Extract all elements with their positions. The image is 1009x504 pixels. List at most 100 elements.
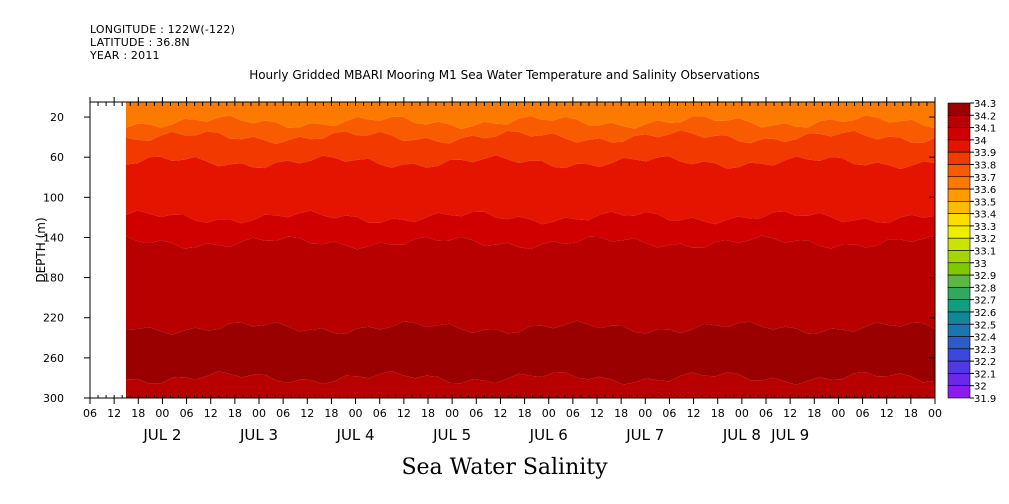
- colorbar-swatch: [947, 114, 971, 128]
- y-tick-label: 260: [43, 352, 64, 365]
- colorbar-swatch: [947, 250, 971, 264]
- x-tick-label: 00: [252, 407, 266, 420]
- x-tick-label: 18: [421, 407, 435, 420]
- x-tick-label: 12: [300, 407, 314, 420]
- colorbar: 34.334.234.13433.933.833.733.633.533.433…: [947, 99, 996, 405]
- colorbar-swatch: [947, 287, 971, 300]
- colorbar-swatch: [947, 274, 971, 288]
- x-tick-label: 18: [807, 407, 821, 420]
- colorbar-swatch: [947, 311, 971, 325]
- salinity-band: [126, 235, 935, 335]
- x-tick-label: 00: [542, 407, 556, 420]
- colorbar-label: 34.2: [974, 111, 996, 122]
- colorbar-swatch: [947, 213, 971, 227]
- colorbar-label: 34: [974, 136, 987, 147]
- x-tick-label: 12: [107, 407, 121, 420]
- salinity-band: [126, 102, 935, 129]
- y-tick-label: 60: [50, 151, 64, 164]
- colorbar-label: 34.1: [974, 124, 996, 135]
- y-tick-label: 20: [50, 111, 64, 124]
- x-tick-label: 18: [131, 407, 145, 420]
- colorbar-swatch: [947, 299, 971, 313]
- salinity-band: [126, 210, 935, 250]
- salinity-band: [126, 115, 935, 145]
- x-tick-label: 06: [759, 407, 773, 420]
- colorbar-swatch: [947, 323, 971, 337]
- colorbar-label: 33.4: [974, 210, 996, 221]
- x-tick-label: 12: [687, 407, 701, 420]
- colorbar-swatch: [947, 385, 971, 399]
- plot-area: [90, 102, 935, 398]
- x-tick-label: 06: [83, 407, 97, 420]
- x-tick-label: 06: [469, 407, 483, 420]
- x-tick-label: 12: [397, 407, 411, 420]
- colorbar-label: 32: [974, 382, 987, 393]
- x-tick-label: 12: [204, 407, 218, 420]
- colorbar-swatch: [947, 336, 971, 350]
- x-tick-label: 06: [373, 407, 387, 420]
- x-tick-label: 12: [880, 407, 894, 420]
- colorbar-swatch: [947, 237, 971, 251]
- colorbar-label: 33.5: [974, 197, 996, 208]
- colorbar-label: 33.1: [974, 247, 996, 258]
- x-tick-label: 12: [590, 407, 604, 420]
- y-axis-label: DEPTH (m): [34, 217, 48, 282]
- x-tick-label: 12: [493, 407, 507, 420]
- latitude-label: LATITUDE : 36.8N: [90, 36, 190, 49]
- x-tick-label: 18: [711, 407, 725, 420]
- x-day-label: JUL 2: [142, 426, 181, 444]
- colorbar-label: 32.1: [974, 369, 996, 380]
- colorbar-label: 32.3: [974, 345, 996, 356]
- y-tick-label: 300: [43, 392, 64, 405]
- x-tick-label: 12: [783, 407, 797, 420]
- colorbar-swatch: [947, 188, 971, 202]
- x-tick-label: 06: [662, 407, 676, 420]
- x-tick-label: 06: [856, 407, 870, 420]
- x-tick-label: 18: [614, 407, 628, 420]
- colorbar-label: 31.9: [974, 394, 996, 405]
- x-tick-label: 06: [566, 407, 580, 420]
- x-tick-label: 06: [276, 407, 290, 420]
- x-day-label: JUL 5: [432, 426, 471, 444]
- colorbar-swatch: [947, 262, 971, 276]
- colorbar-label: 32.8: [974, 283, 996, 294]
- x-tick-label: 00: [735, 407, 749, 420]
- y-tick-label: 220: [43, 312, 64, 325]
- y-tick-label: 140: [43, 231, 64, 244]
- x-tick-label: 00: [155, 407, 169, 420]
- x-tick-label: 00: [638, 407, 652, 420]
- colorbar-swatch: [947, 348, 971, 362]
- colorbar-swatch: [947, 102, 971, 116]
- x-tick-label: 06: [180, 407, 194, 420]
- salinity-band: [126, 130, 935, 170]
- x-day-label: JUL 4: [336, 426, 375, 444]
- x-day-label: JUL 9: [770, 426, 809, 444]
- salinity-band: [126, 371, 935, 398]
- colorbar-label: 32.7: [974, 296, 996, 307]
- x-day-label: JUL 8: [722, 426, 761, 444]
- colorbar-swatch: [947, 139, 971, 153]
- colorbar-label: 32.5: [974, 320, 996, 331]
- y-tick-label: 180: [43, 272, 64, 285]
- x-tick-label: 00: [831, 407, 845, 420]
- colorbar-label: 33: [974, 259, 987, 270]
- x-tick-label: 18: [904, 407, 918, 420]
- colorbar-swatch: [947, 373, 971, 387]
- x-tick-label: 00: [349, 407, 363, 420]
- colorbar-label: 32.4: [974, 333, 996, 344]
- x-tick-label: 18: [324, 407, 338, 420]
- x-tick-label: 00: [445, 407, 459, 420]
- plot-frame: [89, 101, 936, 399]
- salinity-band: [126, 320, 935, 385]
- colorbar-label: 32.6: [974, 308, 996, 319]
- colorbar-label: 33.8: [974, 160, 996, 171]
- colorbar-swatch: [947, 151, 971, 165]
- x-day-label: JUL 7: [625, 426, 664, 444]
- colorbar-label: 33.6: [974, 185, 996, 196]
- axes: 06 12 18 00 06 12 18 00 06 12 18 00 06 12 18 00 06 12 18 00…: [43, 97, 942, 444]
- colorbar-swatch: [947, 201, 971, 214]
- colorbar-label: 32.2: [974, 357, 996, 368]
- colorbar-swatch: [947, 360, 971, 374]
- colorbar-label: 33.9: [974, 148, 996, 159]
